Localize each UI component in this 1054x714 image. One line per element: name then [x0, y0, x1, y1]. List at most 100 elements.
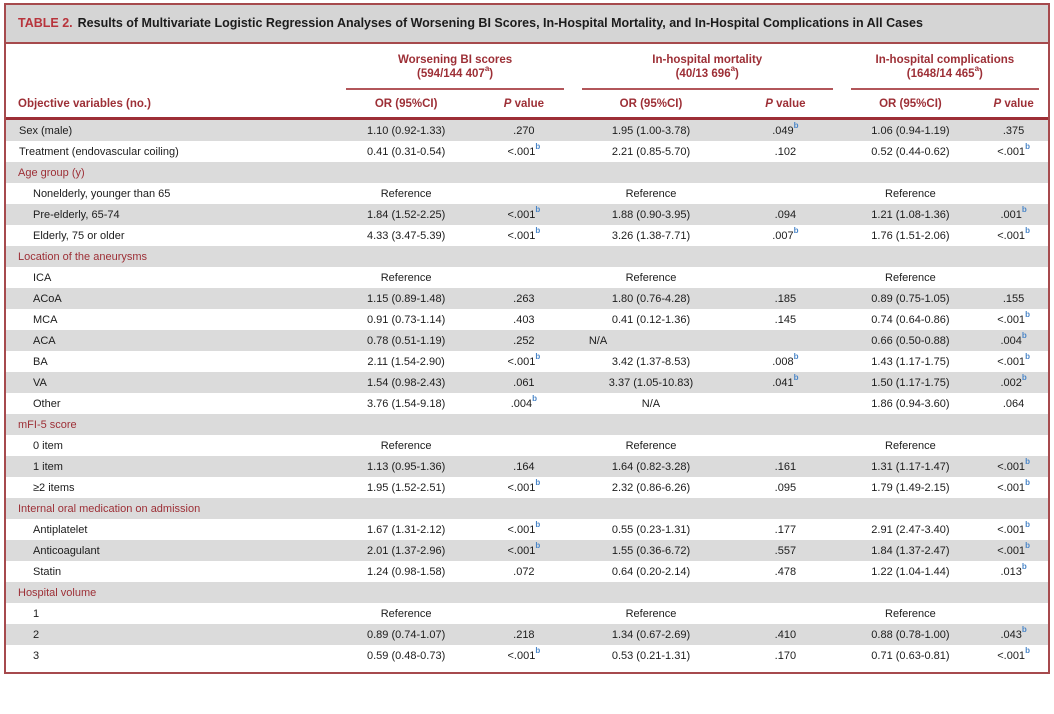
table-row: 1 item 1.13 (0.95-1.36) .164 1.64 (0.82-3.2…: [6, 456, 1048, 477]
table-row: Sex (male) 1.10 (0.92-1.33) .270 1.95 (1.00…: [6, 120, 1048, 141]
p-value-cell: [475, 267, 573, 288]
p-value-cell: .155: [1002, 292, 1025, 305]
row-label: Treatment (endovascular coiling): [19, 145, 179, 158]
column-group-header-row: Worsening BI scores (594/144 407a) In-ho…: [6, 44, 1048, 90]
row-label: ICA: [33, 271, 52, 284]
p-value-cell: <.001b: [997, 351, 1030, 368]
p-value-cell: <.001b: [507, 204, 541, 221]
or-ci-cell: 0.88 (0.78-1.00): [871, 628, 950, 641]
section-row: Location of the aneurysms: [6, 246, 1048, 267]
section-label: Age group (y): [18, 166, 85, 179]
or-ci-header: OR (95%CI): [879, 98, 942, 110]
or-ci-cell: N/A: [588, 334, 608, 347]
or-ci-cell: 1.24 (0.98-1.58): [366, 565, 446, 578]
p-value-cell: .410: [774, 628, 797, 641]
or-ci-cell: 1.80 (0.76-4.28): [611, 292, 691, 305]
p-value-cell: .008b: [772, 351, 799, 368]
p-value-cell: <.001b: [997, 456, 1030, 473]
table-row: 2 0.89 (0.74-1.07) .218 1.34 (0.67-2.69) .41…: [6, 624, 1048, 645]
row-label: 3: [33, 649, 40, 662]
row-label: ACoA: [33, 292, 62, 305]
p-value-cell: .094: [774, 208, 797, 221]
p-value-cell: [979, 603, 1048, 624]
or-ci-cell: 1.55 (0.36-6.72): [611, 544, 691, 557]
or-ci-cell: 1.88 (0.90-3.95): [611, 208, 691, 221]
p-value-cell: .072: [513, 565, 535, 578]
or-ci-cell: 0.66 (0.50-0.88): [871, 334, 950, 347]
table-number-label: TABLE 2.: [18, 16, 73, 30]
section-label: Location of the aneurysms: [18, 250, 148, 263]
row-label: Statin: [33, 565, 62, 578]
p-value-header: P value: [993, 98, 1034, 110]
or-ci-cell: 1.13 (0.95-1.36): [366, 460, 446, 473]
p-value-cell: .061: [513, 376, 535, 389]
or-ci-cell: 0.64 (0.20-2.14): [611, 565, 691, 578]
p-value-cell: [729, 183, 842, 204]
p-value-cell: [729, 435, 842, 456]
or-ci-cell: 1.76 (1.51-2.06): [871, 229, 950, 242]
p-value-cell: <.001b: [997, 519, 1030, 536]
or-ci-cell: 0.41 (0.12-1.36): [611, 313, 691, 326]
table-row: Treatment (endovascular coiling) 0.41 (0.…: [6, 141, 1048, 162]
p-value-cell: [729, 267, 842, 288]
table-row: Elderly, 75 or older 4.33 (3.47-5.39) <.00…: [6, 225, 1048, 246]
or-ci-cell: 0.52 (0.44-0.62): [871, 145, 950, 158]
or-ci-cell: 1.54 (0.98-2.43): [366, 376, 446, 389]
row-label: Other: [33, 397, 61, 410]
p-value-cell: <.001b: [507, 225, 541, 242]
or-ci-cell: 1.95 (1.52-2.51): [366, 481, 446, 494]
p-value-cell: <.001b: [997, 540, 1030, 557]
p-value-cell: <.001b: [997, 645, 1030, 662]
p-value-cell: <.001b: [507, 540, 541, 557]
p-value-cell: [979, 435, 1048, 456]
p-value-cell: .478: [774, 565, 797, 578]
or-ci-cell: 0.91 (0.73-1.14): [366, 313, 446, 326]
row-label: VA: [33, 376, 47, 389]
p-value-cell: .375: [1002, 124, 1025, 137]
or-ci-cell: 0.59 (0.48-0.73): [366, 649, 446, 662]
group-title: In-hospital complications: [875, 54, 1015, 66]
table-row: Pre-elderly, 65-74 1.84 (1.52-2.25) <.001b…: [6, 204, 1048, 225]
p-value-cell: .161: [774, 460, 797, 473]
regression-table: Worsening BI scores (594/144 407a) In-ho…: [6, 44, 1048, 666]
p-value-cell: [979, 183, 1048, 204]
p-value-cell: .218: [513, 628, 535, 641]
or-ci-cell: Reference: [625, 607, 677, 620]
table-row: 1 Reference Reference Reference: [6, 603, 1048, 624]
section-row: mFI-5 score: [6, 414, 1048, 435]
or-ci-cell: Reference: [625, 187, 677, 200]
table-row: VA 1.54 (0.98-2.43) .061 3.37 (1.05-10.83).…: [6, 372, 1048, 393]
p-value-cell: .164: [513, 460, 535, 473]
group-header-in-hospital-mortality: In-hospital mortality (40/13 696a): [573, 44, 842, 90]
or-ci-cell: 1.50 (1.17-1.75): [871, 376, 950, 389]
or-ci-cell: N/A: [641, 397, 661, 410]
p-value-cell: <.001b: [997, 309, 1030, 326]
p-value-cell: [729, 393, 842, 414]
p-value-cell: .102: [774, 145, 797, 158]
table-row: ACoA 1.15 (0.89-1.48) .263 1.80 (0.76-4.28)…: [6, 288, 1048, 309]
table-row: ≥2 items 1.95 (1.52-2.51) <.001b 2.32 (0.86…: [6, 477, 1048, 498]
table-row: Statin 1.24 (0.98-1.58) .072 0.64 (0.20-2.1…: [6, 561, 1048, 582]
p-value-header: P value: [503, 98, 544, 110]
or-ci-cell: 1.43 (1.17-1.75): [871, 355, 950, 368]
or-ci-cell: Reference: [885, 271, 936, 284]
p-value-cell: .002b: [1000, 372, 1027, 389]
p-value-cell: <.001b: [507, 351, 541, 368]
or-ci-cell: 1.86 (0.94-3.60): [871, 397, 950, 410]
or-ci-cell: 3.26 (1.38-7.71): [611, 229, 691, 242]
p-value-cell: .170: [774, 649, 797, 662]
row-label: Anticoagulant: [33, 544, 100, 557]
or-ci-cell: 0.55 (0.23-1.31): [611, 523, 691, 536]
p-value-cell: .270: [513, 124, 535, 137]
group-sample-count: (40/13 696a): [675, 64, 739, 80]
group-header-spacer: [6, 44, 337, 90]
table-title-text: Results of Multivariate Logistic Regress…: [77, 16, 923, 30]
table-row: BA 2.11 (1.54-2.90) <.001b 3.42 (1.37-8.53)…: [6, 351, 1048, 372]
or-ci-cell: 2.32 (0.86-6.26): [611, 481, 691, 494]
row-label: Sex (male): [19, 124, 73, 137]
table-row: ACA 0.78 (0.51-1.19) .252 N/A 0.66 (0.50-0.8…: [6, 330, 1048, 351]
or-ci-cell: 2.21 (0.85-5.70): [611, 145, 691, 158]
or-ci-cell: 1.22 (1.04-1.44): [871, 565, 950, 578]
or-ci-cell: Reference: [625, 439, 677, 452]
group-title: Worsening BI scores: [398, 54, 513, 66]
